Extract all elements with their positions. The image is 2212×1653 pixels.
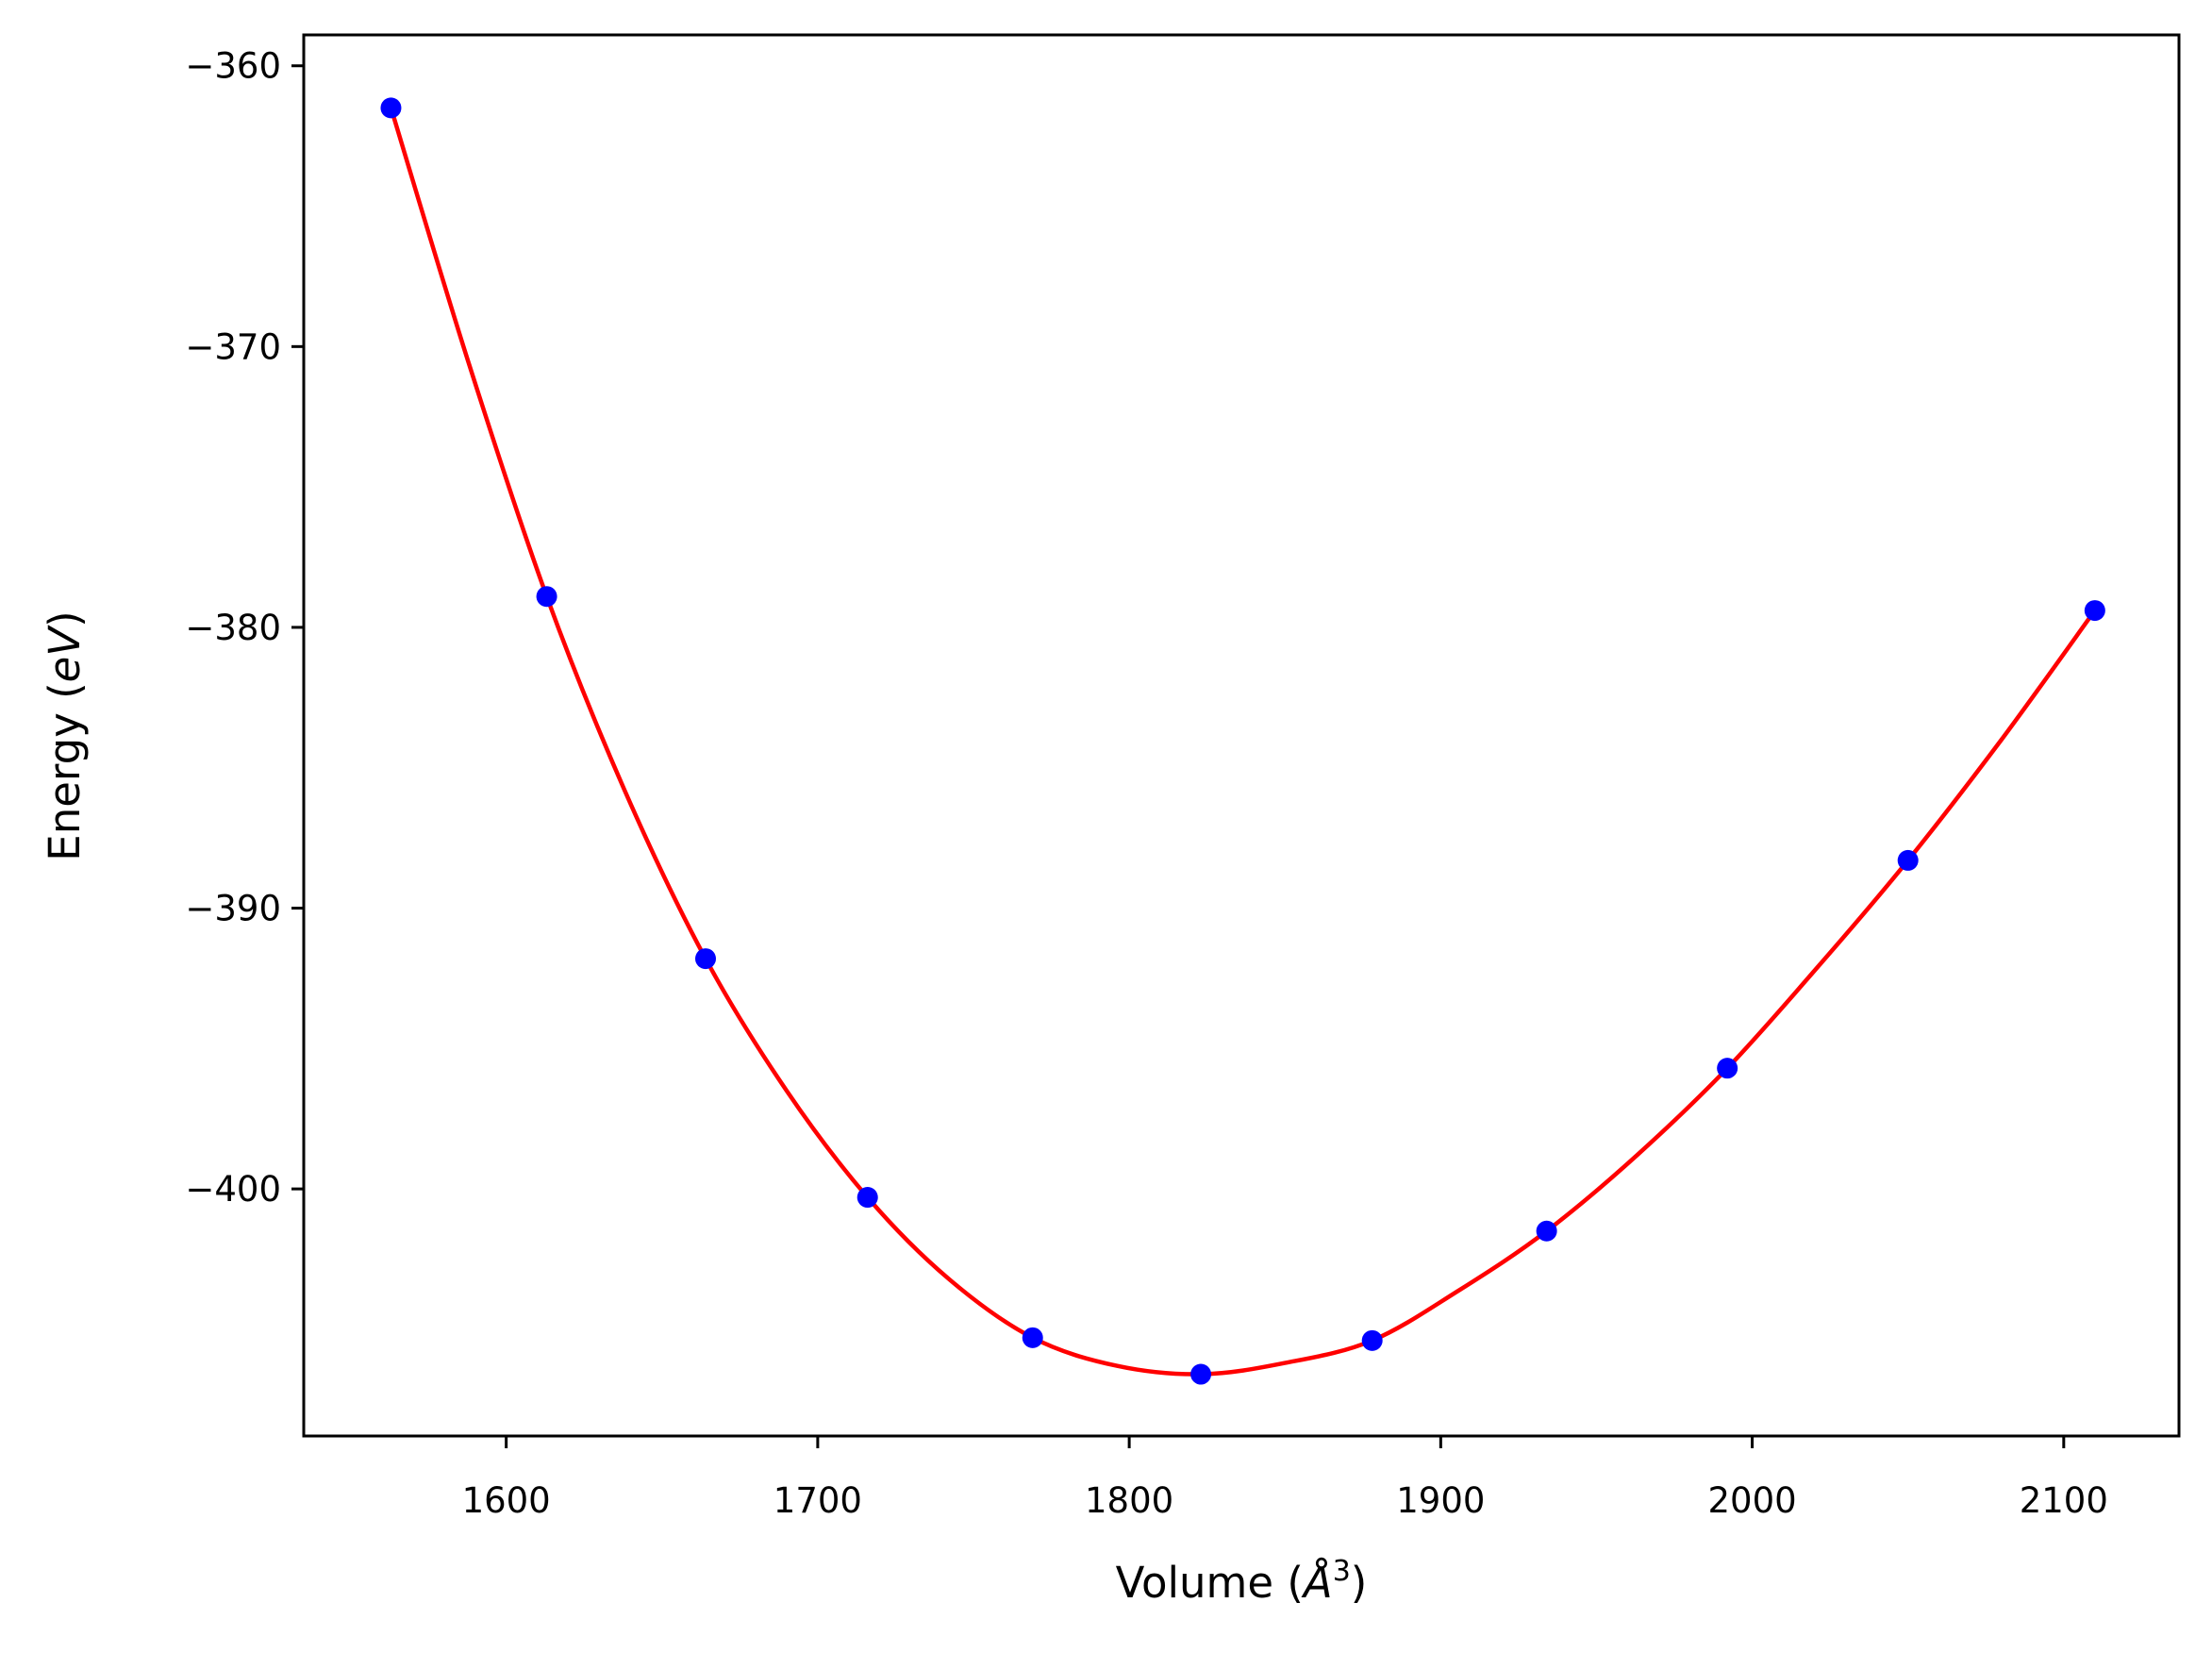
y-axis-label-suffix: ) [40, 610, 90, 627]
x-axis-label-symbol: Å [1301, 1558, 1333, 1608]
fit-curve-line [389, 107, 2097, 1377]
y-tick-label-4: −400 [185, 1169, 281, 1210]
x-axis-label-suffix: ) [1351, 1558, 1368, 1608]
data-point-10 [2084, 600, 2105, 622]
y-axis-label-unit: eV [40, 625, 90, 683]
x-axis-label-exponent: 3 [1333, 1555, 1351, 1588]
plot-frame [302, 33, 2181, 1438]
y-tick-label-1: −370 [185, 326, 281, 367]
data-point-5 [1190, 1363, 1212, 1385]
y-axis-label: Energy (eV) [40, 610, 90, 860]
data-point-2 [695, 948, 716, 970]
data-point-0 [380, 97, 402, 119]
y-axis-label-prefix: Energy ( [40, 682, 90, 860]
x-tick-label-3: 1900 [1396, 1480, 1485, 1521]
x-axis-label-prefix: Volume ( [1116, 1558, 1304, 1608]
x-tick-label-1: 1700 [773, 1480, 862, 1521]
data-point-9 [1897, 849, 1919, 871]
data-point-7 [1536, 1220, 1557, 1242]
x-tick-label-0: 1600 [462, 1480, 551, 1521]
y-axis-ticks: −360 −370 −380 −390 −400 [185, 46, 304, 1210]
y-tick-label-0: −360 [185, 46, 281, 87]
x-tick-label-4: 2000 [1707, 1480, 1796, 1521]
data-point-3 [857, 1187, 878, 1209]
data-point-4 [1022, 1327, 1043, 1348]
data-point-1 [536, 586, 557, 608]
plot-marks [380, 97, 2105, 1385]
data-point-6 [1361, 1329, 1383, 1351]
data-point-8 [1717, 1058, 1738, 1079]
x-tick-label-5: 2100 [2020, 1480, 2108, 1521]
y-tick-label-3: −390 [185, 889, 281, 929]
x-axis-label: Volume (Å3) [1116, 1555, 1368, 1608]
x-tick-label-2: 1800 [1085, 1480, 1173, 1521]
y-tick-label-2: −380 [185, 608, 281, 648]
x-axis-ticks: 1600 1700 1800 1900 2000 2100 [462, 1436, 2108, 1521]
